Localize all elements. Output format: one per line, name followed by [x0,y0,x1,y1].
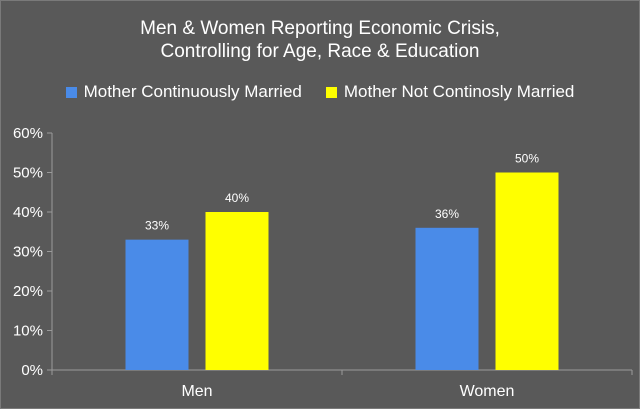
data-label: 50% [515,152,539,166]
data-label: 33% [145,219,169,233]
y-tick-label: 10% [13,323,43,340]
chart-title-line-2: Controlling for Age, Race & Education [160,41,480,62]
bar [205,212,269,370]
y-tick-label: 20% [13,283,43,300]
legend-swatch-continuously-married [65,86,77,98]
legend-label-not-continuously-married: Mother Not Continosly Married [343,82,575,101]
data-label: 36% [435,207,459,221]
y-tick-label: 50% [13,165,43,182]
x-tick-label: Men [181,383,212,400]
y-tick-label: 40% [13,204,43,221]
y-tick-label: 0% [21,362,43,379]
bar [495,172,559,370]
chart-title-line-1: Men & Women Reporting Economic Crisis, [140,18,500,39]
legend-item-continuously-married: Mother Continuously Married [65,82,302,102]
legend-swatch-not-continuously-married [325,86,337,98]
y-tick-label: 30% [13,244,43,261]
bar [125,239,189,370]
legend-label-continuously-married: Mother Continuously Married [83,82,302,101]
legend-item-not-continuously-married: Mother Not Continosly Married [325,82,575,102]
chart-legend: Mother Continuously Married Mother Not C… [0,82,640,102]
y-tick-label: 60% [13,125,43,142]
bar [415,227,479,370]
x-tick-label: Women [460,383,515,400]
data-label: 40% [225,191,249,205]
